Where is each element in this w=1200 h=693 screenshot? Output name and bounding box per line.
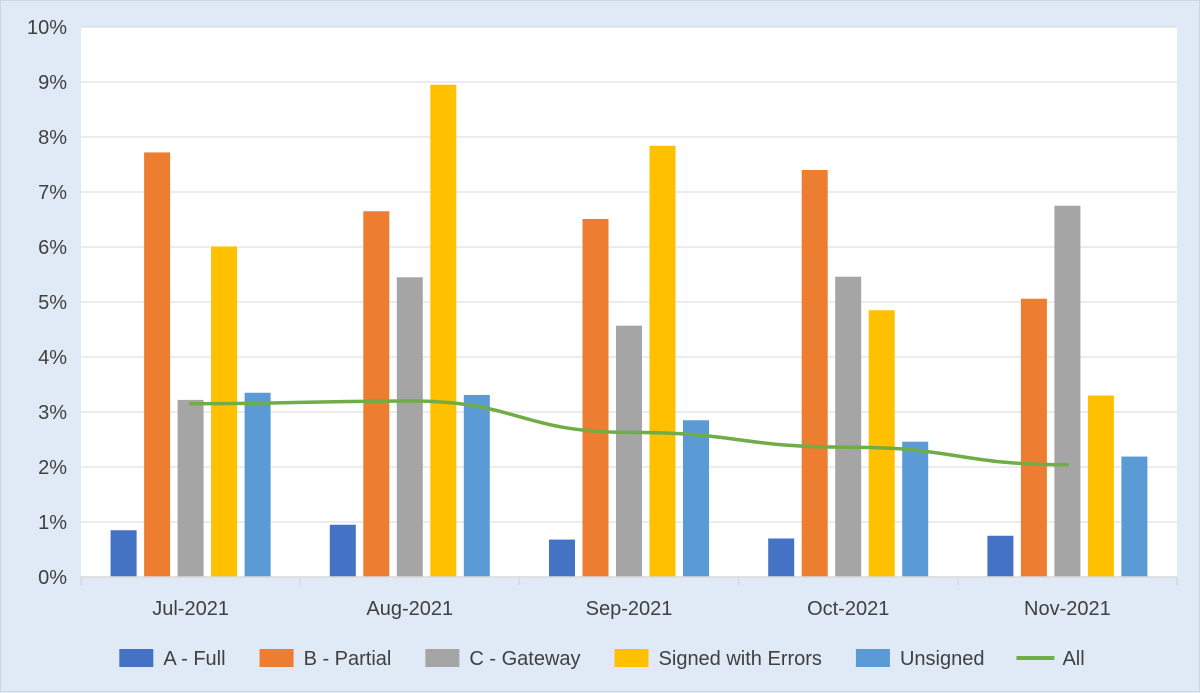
- bar-c-gateway-nov-2021: [1054, 205, 1081, 577]
- bar-signed-with-errors-jul-2021: [211, 246, 238, 577]
- y-tick-label: 7%: [38, 182, 67, 204]
- y-tick-label: 4%: [38, 347, 67, 369]
- bar-a-full-nov-2021: [987, 535, 1014, 577]
- y-tick-label: 8%: [38, 127, 67, 149]
- series-lines: [188, 399, 1070, 467]
- bar-unsigned-sep-2021: [683, 420, 709, 577]
- legend-label: B - Partial: [304, 648, 392, 670]
- bar-signed-with-errors-aug-2021: [430, 84, 457, 577]
- legend-label: A - Full: [163, 648, 225, 670]
- legend-label: Unsigned: [900, 648, 985, 670]
- bar-unsigned-oct-2021: [902, 441, 929, 577]
- legend-label: Signed with Errors: [659, 648, 822, 670]
- line-all: [188, 399, 1070, 467]
- legend-item: All: [1016, 648, 1085, 670]
- x-category-label: Sep-2021: [586, 598, 673, 620]
- y-tick-label: 6%: [38, 237, 67, 259]
- y-tick-label: 1%: [38, 512, 67, 534]
- y-tick-label: 2%: [38, 457, 67, 479]
- bar-c-gateway-sep-2021: [616, 325, 642, 577]
- bar-b-partial-aug-2021: [363, 211, 390, 577]
- legend-label: C - Gateway: [469, 648, 580, 670]
- y-tick-label: 0%: [38, 567, 67, 589]
- bar-signed-with-errors-oct-2021: [868, 310, 895, 577]
- bar-signed-with-errors-sep-2021: [649, 145, 676, 578]
- legend-item: Signed with Errors: [614, 648, 822, 670]
- bar-a-full-oct-2021: [768, 538, 795, 577]
- bar-c-gateway-oct-2021: [835, 276, 862, 577]
- bar-unsigned-aug-2021: [463, 394, 490, 577]
- bar-a-full-sep-2021: [549, 539, 575, 577]
- y-tick-label: 9%: [38, 72, 67, 94]
- y-axis-ticks: 0% 1% 2% 3% 4% 5% 6% 7% 8% 9% 10%: [27, 17, 67, 589]
- legend-swatch: [855, 649, 890, 667]
- y-tick-label: 3%: [38, 402, 67, 424]
- legend-item: A - Full: [119, 648, 226, 670]
- bar-a-full-aug-2021: [329, 524, 356, 577]
- bar-unsigned-nov-2021: [1121, 456, 1148, 577]
- x-category-label: Jul-2021: [152, 598, 229, 620]
- bar-signed-with-errors-nov-2021: [1087, 395, 1114, 577]
- bar-b-partial-nov-2021: [1020, 298, 1047, 577]
- legend-label: All: [1062, 648, 1084, 670]
- legend-item: Unsigned: [855, 648, 985, 670]
- bar-a-full-jul-2021: [110, 530, 137, 577]
- x-category-label: Nov-2021: [1024, 598, 1111, 620]
- bar-unsigned-jul-2021: [244, 392, 271, 577]
- x-category-label: Oct-2021: [807, 598, 889, 620]
- bar-c-gateway-aug-2021: [396, 277, 423, 577]
- x-category-label: Aug-2021: [366, 598, 453, 620]
- bars: [110, 84, 1148, 578]
- legend-swatch: [425, 649, 460, 667]
- legend: A - Full B - Partial C - Gateway Signed wit…: [119, 648, 1085, 670]
- x-axis: Jul-2021 Aug-2021 Sep-2021 Oct-2021 Nov-2021: [80, 576, 1178, 620]
- legend-swatch: [259, 649, 294, 667]
- legend-item: C - Gateway: [425, 648, 581, 670]
- legend-item: B - Partial: [259, 648, 392, 670]
- legend-swatch: [614, 649, 649, 667]
- bar-b-partial-oct-2021: [801, 170, 828, 577]
- bar-c-gateway-jul-2021: [177, 399, 204, 577]
- y-tick-label: 5%: [38, 292, 67, 314]
- legend-swatch: [119, 649, 154, 667]
- bar-b-partial-sep-2021: [582, 218, 609, 577]
- bar-b-partial-jul-2021: [144, 152, 171, 577]
- y-tick-label: 10%: [27, 17, 67, 39]
